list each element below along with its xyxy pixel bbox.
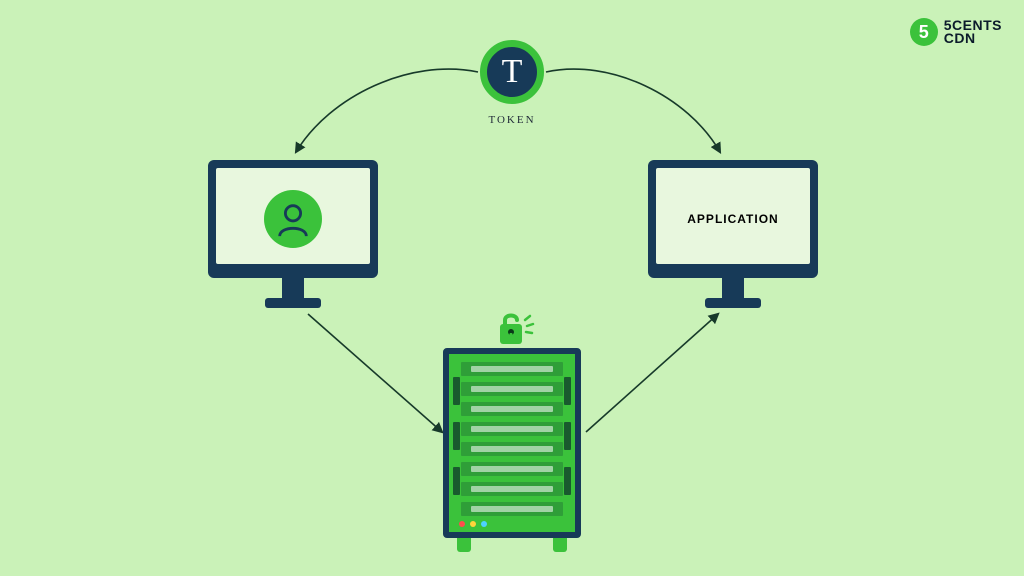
server-vents-right [564, 368, 571, 504]
token-label: TOKEN [480, 114, 544, 126]
application-monitor-stand [722, 278, 744, 298]
server-slot [461, 442, 563, 456]
logo-line2: CDN [944, 32, 1002, 45]
server-slot [461, 462, 563, 476]
token-letter: T [502, 53, 523, 91]
server-status-lights [459, 521, 487, 527]
server-slot [461, 422, 563, 436]
server-slot [461, 382, 563, 396]
server-node [442, 308, 582, 552]
diagram-canvas: 5 5CENTS CDN T TOKEN [0, 0, 1024, 576]
arrow-token-to-user [296, 69, 478, 152]
application-monitor-base [705, 298, 761, 308]
token-icon: T [480, 40, 544, 104]
user-monitor-stand [282, 278, 304, 298]
token-node: T TOKEN [480, 40, 544, 126]
application-label: APPLICATION [687, 212, 778, 226]
server-slot [461, 482, 563, 496]
server-vents-left [453, 368, 460, 504]
user-monitor-screen [208, 160, 378, 278]
server-body [443, 348, 581, 538]
arrow-app-to-token [546, 69, 720, 152]
server-light [481, 521, 487, 527]
server-slot [461, 362, 563, 376]
server-light [459, 521, 465, 527]
server-feet [457, 538, 567, 552]
unlock-icon [495, 308, 529, 346]
server-slot [461, 402, 563, 416]
server-slot [461, 502, 563, 516]
brand-logo: 5 5CENTS CDN [910, 18, 1002, 46]
arrow-user-to-server [308, 314, 442, 432]
application-monitor-screen: APPLICATION [648, 160, 818, 278]
server-light [470, 521, 476, 527]
application-monitor: APPLICATION [648, 160, 818, 308]
user-monitor-base [265, 298, 321, 308]
user-monitor [208, 160, 378, 308]
arrow-server-to-app [586, 314, 718, 432]
logo-badge-icon: 5 [910, 18, 938, 46]
logo-badge-text: 5 [919, 22, 929, 43]
user-avatar-icon [264, 190, 322, 248]
logo-text: 5CENTS CDN [944, 19, 1002, 46]
